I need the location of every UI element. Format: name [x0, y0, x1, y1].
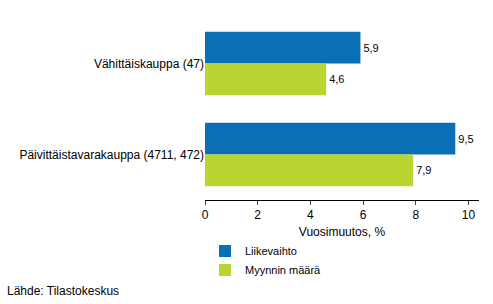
svg-text:2: 2: [254, 208, 261, 222]
svg-text:6: 6: [360, 208, 367, 222]
svg-text:Liikevaihto: Liikevaihto: [245, 245, 297, 257]
svg-text:0: 0: [202, 208, 209, 222]
svg-text:Lähde: Tilastokeskus: Lähde: Tilastokeskus: [7, 284, 119, 298]
svg-text:4: 4: [307, 208, 314, 222]
svg-text:5,9: 5,9: [363, 42, 378, 54]
svg-text:7,9: 7,9: [416, 164, 431, 176]
svg-text:Vuosimuutos, %: Vuosimuutos, %: [299, 225, 386, 239]
svg-text:9,5: 9,5: [458, 133, 473, 145]
svg-text:Vähittäiskauppa (47): Vähittäiskauppa (47): [94, 57, 204, 71]
svg-text:4,6: 4,6: [329, 73, 344, 85]
svg-text:Päivittäistavarakauppa (4711,: Päivittäistavarakauppa (4711, 472): [19, 148, 204, 162]
svg-text:Myynnin määrä: Myynnin määrä: [245, 264, 321, 276]
svg-text:10: 10: [462, 208, 476, 222]
svg-text:8: 8: [412, 208, 419, 222]
